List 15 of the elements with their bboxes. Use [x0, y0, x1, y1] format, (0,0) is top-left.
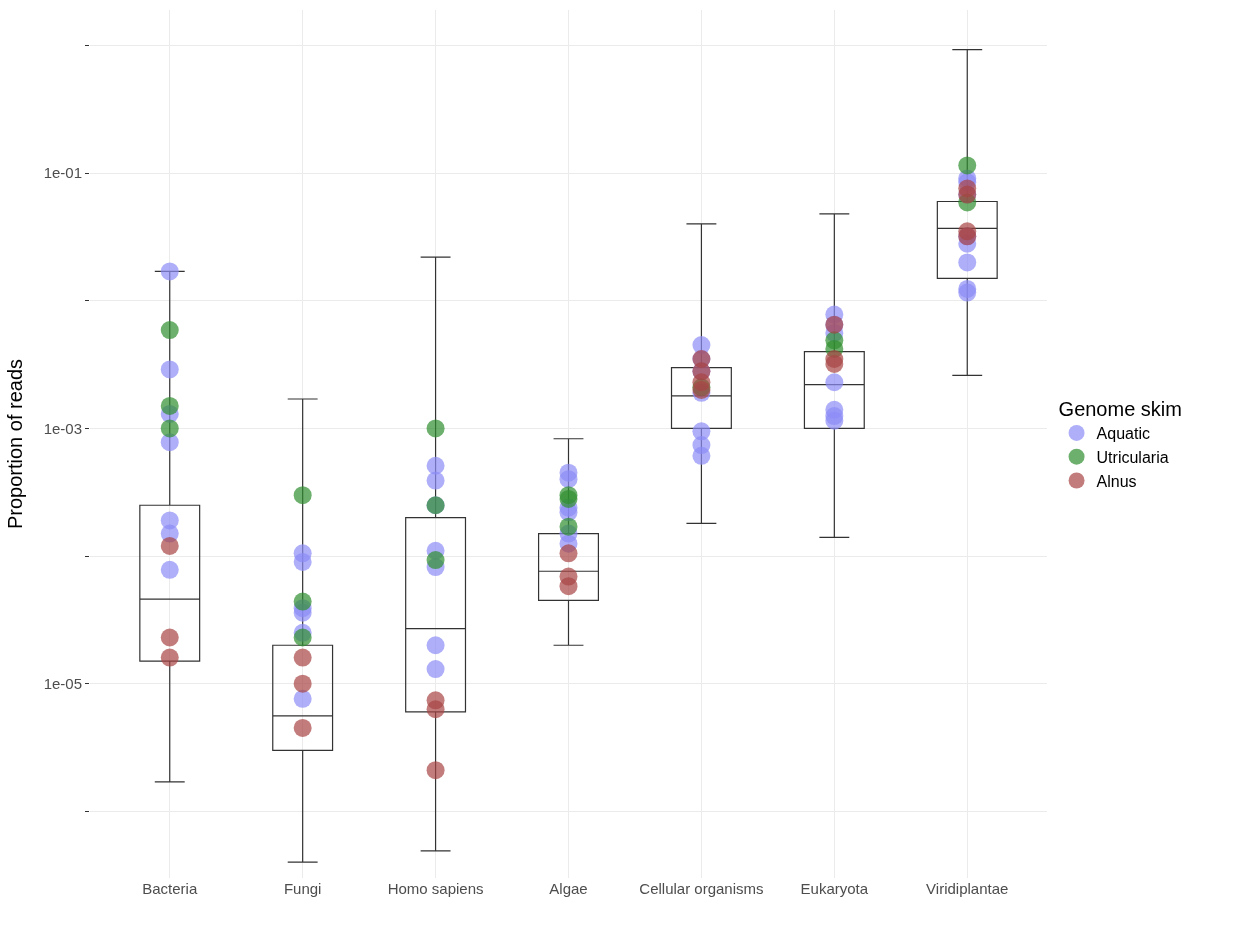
legend-label: Aquatic [1096, 425, 1150, 443]
x-tick-label: Viridiplantae [926, 880, 1009, 897]
legend-label: Alnus [1096, 472, 1137, 490]
y-tick-label: 1e-01 [43, 164, 82, 182]
legend-title: Genome skim [1058, 398, 1182, 420]
x-tick-label: Fungi [283, 880, 322, 897]
x-tick-label: Homo sapiens [387, 880, 484, 897]
x-tick-label: Bacteria [142, 880, 198, 897]
x-tick-label: Eukaryota [800, 880, 869, 897]
x-tick-label: Algae [549, 880, 588, 897]
legend-label: Utricularia [1096, 448, 1169, 466]
x-tick-label: Cellular organisms [639, 880, 764, 897]
y-axis-title: Proportion of reads [4, 358, 27, 530]
y-tick-label: 1e-05 [43, 674, 82, 692]
y-tick-label: 1e-03 [43, 419, 82, 437]
